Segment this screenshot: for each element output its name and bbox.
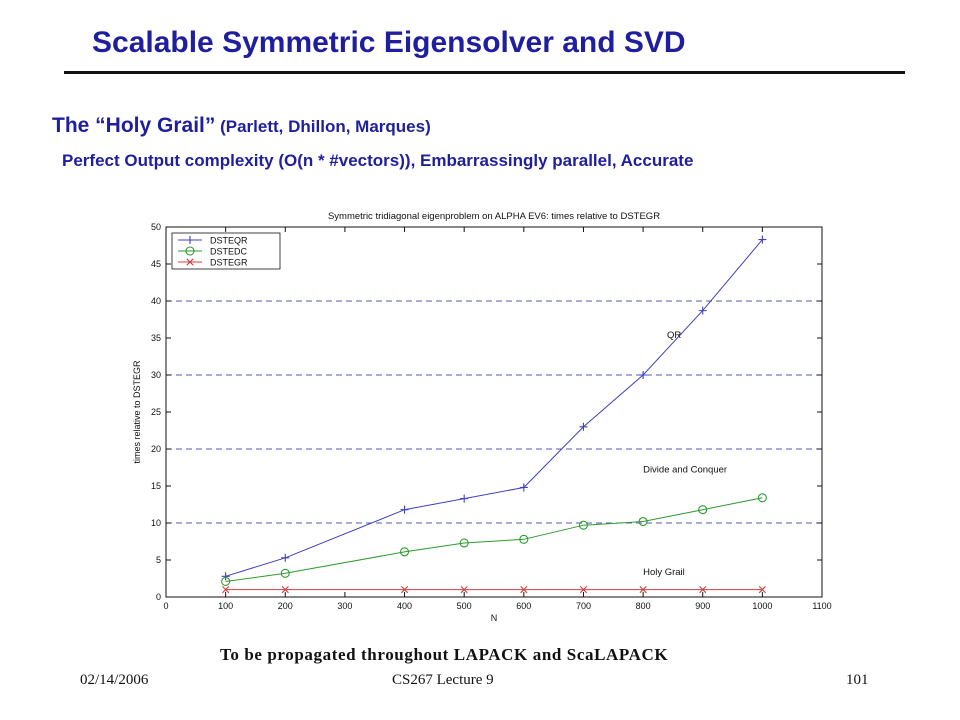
data-point-dsteqr (698, 306, 707, 315)
x-tick-label: 200 (278, 601, 293, 611)
legend-marker-dsteqr (186, 236, 194, 244)
data-point-dstegr (222, 586, 230, 594)
data-point-dstegr (400, 586, 409, 594)
title-underline (64, 71, 905, 74)
series-line-dstedc (225, 497, 763, 582)
propagation-note: To be propagated throughout LAPACK and S… (220, 645, 669, 664)
data-point-dsteqr (400, 505, 409, 514)
footer-date: 02/14/2006 (80, 672, 149, 688)
eigensolver-chart: 0 100 200 300 400 500 600 700 800 900 1000 1100 0 5 10… (126, 200, 846, 624)
legend-marker-dstegr (186, 258, 194, 266)
x-tick-label: 100 (218, 601, 233, 611)
x-tick-label: 400 (397, 601, 412, 611)
data-point-dstedc (578, 520, 589, 530)
data-point-dstedc (757, 493, 767, 503)
legend-label-dsteqr: DSTEQR (210, 236, 248, 246)
data-point-dstedc (459, 538, 469, 548)
x-tick-label: 900 (695, 601, 710, 611)
chart-annotation: Holy Grail (643, 567, 685, 578)
x-tick-label: 500 (457, 601, 472, 611)
x-tick-label: 300 (337, 601, 352, 611)
x-axis-label: N (491, 613, 498, 623)
y-tick-label: 5 (156, 555, 161, 565)
data-point-dsteqr (221, 572, 230, 581)
footer-course: CS267 Lecture 9 (392, 672, 494, 688)
properties-line: Perfect Output complexity (O(n * #vector… (62, 151, 694, 170)
y-tick-label: 35 (151, 333, 161, 343)
data-point-dsteqr (281, 553, 290, 562)
data-point-dsteqr (758, 235, 767, 244)
chart-title: Symmetric tridiagonal eigenproblem on AL… (328, 211, 660, 222)
y-tick-label: 15 (151, 481, 161, 491)
slide-title: Scalable Symmetric Eigensolver and SVD (92, 26, 686, 59)
y-tick-label: 45 (151, 259, 161, 269)
x-tick-label: 700 (576, 601, 591, 611)
data-point-dsteqr (519, 483, 528, 492)
data-point-dstegr (520, 586, 528, 594)
data-point-dstedc (221, 576, 231, 587)
y-axis-label: times relative to DSTEGR (132, 360, 142, 464)
legend-marker-dstedc (185, 246, 195, 256)
x-tick-label: 1100 (812, 601, 831, 611)
data-point-dstegr (281, 586, 289, 594)
data-point-dstedc (638, 516, 648, 527)
data-point-dsteqr (579, 422, 588, 431)
y-tick-label: 50 (151, 222, 161, 232)
data-point-dstegr (460, 586, 468, 594)
x-tick-label: 600 (516, 601, 531, 611)
y-tick-label: 0 (156, 592, 161, 602)
x-tick-label: 0 (163, 601, 168, 611)
plot-area (166, 227, 822, 597)
y-tick-label: 10 (151, 518, 161, 528)
y-tick-label: 20 (151, 444, 161, 454)
data-point-dstedc (519, 534, 529, 544)
data-point-dstegr (579, 586, 588, 594)
data-point-dstegr (758, 586, 766, 594)
y-tick-label: 25 (151, 407, 161, 417)
chart-svg: 0 100 200 300 400 500 600 700 800 900 1000 1100 0 5 10… (132, 211, 832, 623)
data-point-dstedc (698, 505, 708, 515)
holy-grail-heading: The “Holy Grail” (Parlett, Dhillon, Marq… (52, 114, 431, 138)
y-tick-label: 40 (151, 296, 161, 306)
data-point-dstedc (399, 547, 410, 557)
data-point-dstegr (639, 586, 647, 594)
x-tick-label: 800 (636, 601, 651, 611)
data-point-dstedc (280, 568, 290, 578)
data-point-dsteqr (639, 371, 648, 379)
holy-grail-authors: (Parlett, Dhillon, Marques) (215, 117, 431, 136)
data-point-dstegr (699, 586, 707, 594)
data-point-dsteqr (460, 494, 469, 503)
legend-label-dstegr: DSTEGR (210, 258, 248, 268)
x-tick-label: 1000 (752, 601, 772, 611)
y-tick-label: 30 (151, 370, 161, 380)
footer-page-number: 101 (846, 672, 869, 688)
holy-grail-label: The “Holy Grail” (52, 114, 216, 137)
chart-annotation: Divide and Conquer (643, 465, 727, 476)
legend-label-dstedc: DSTEDC (210, 247, 248, 257)
chart-annotation: QR (667, 330, 681, 341)
